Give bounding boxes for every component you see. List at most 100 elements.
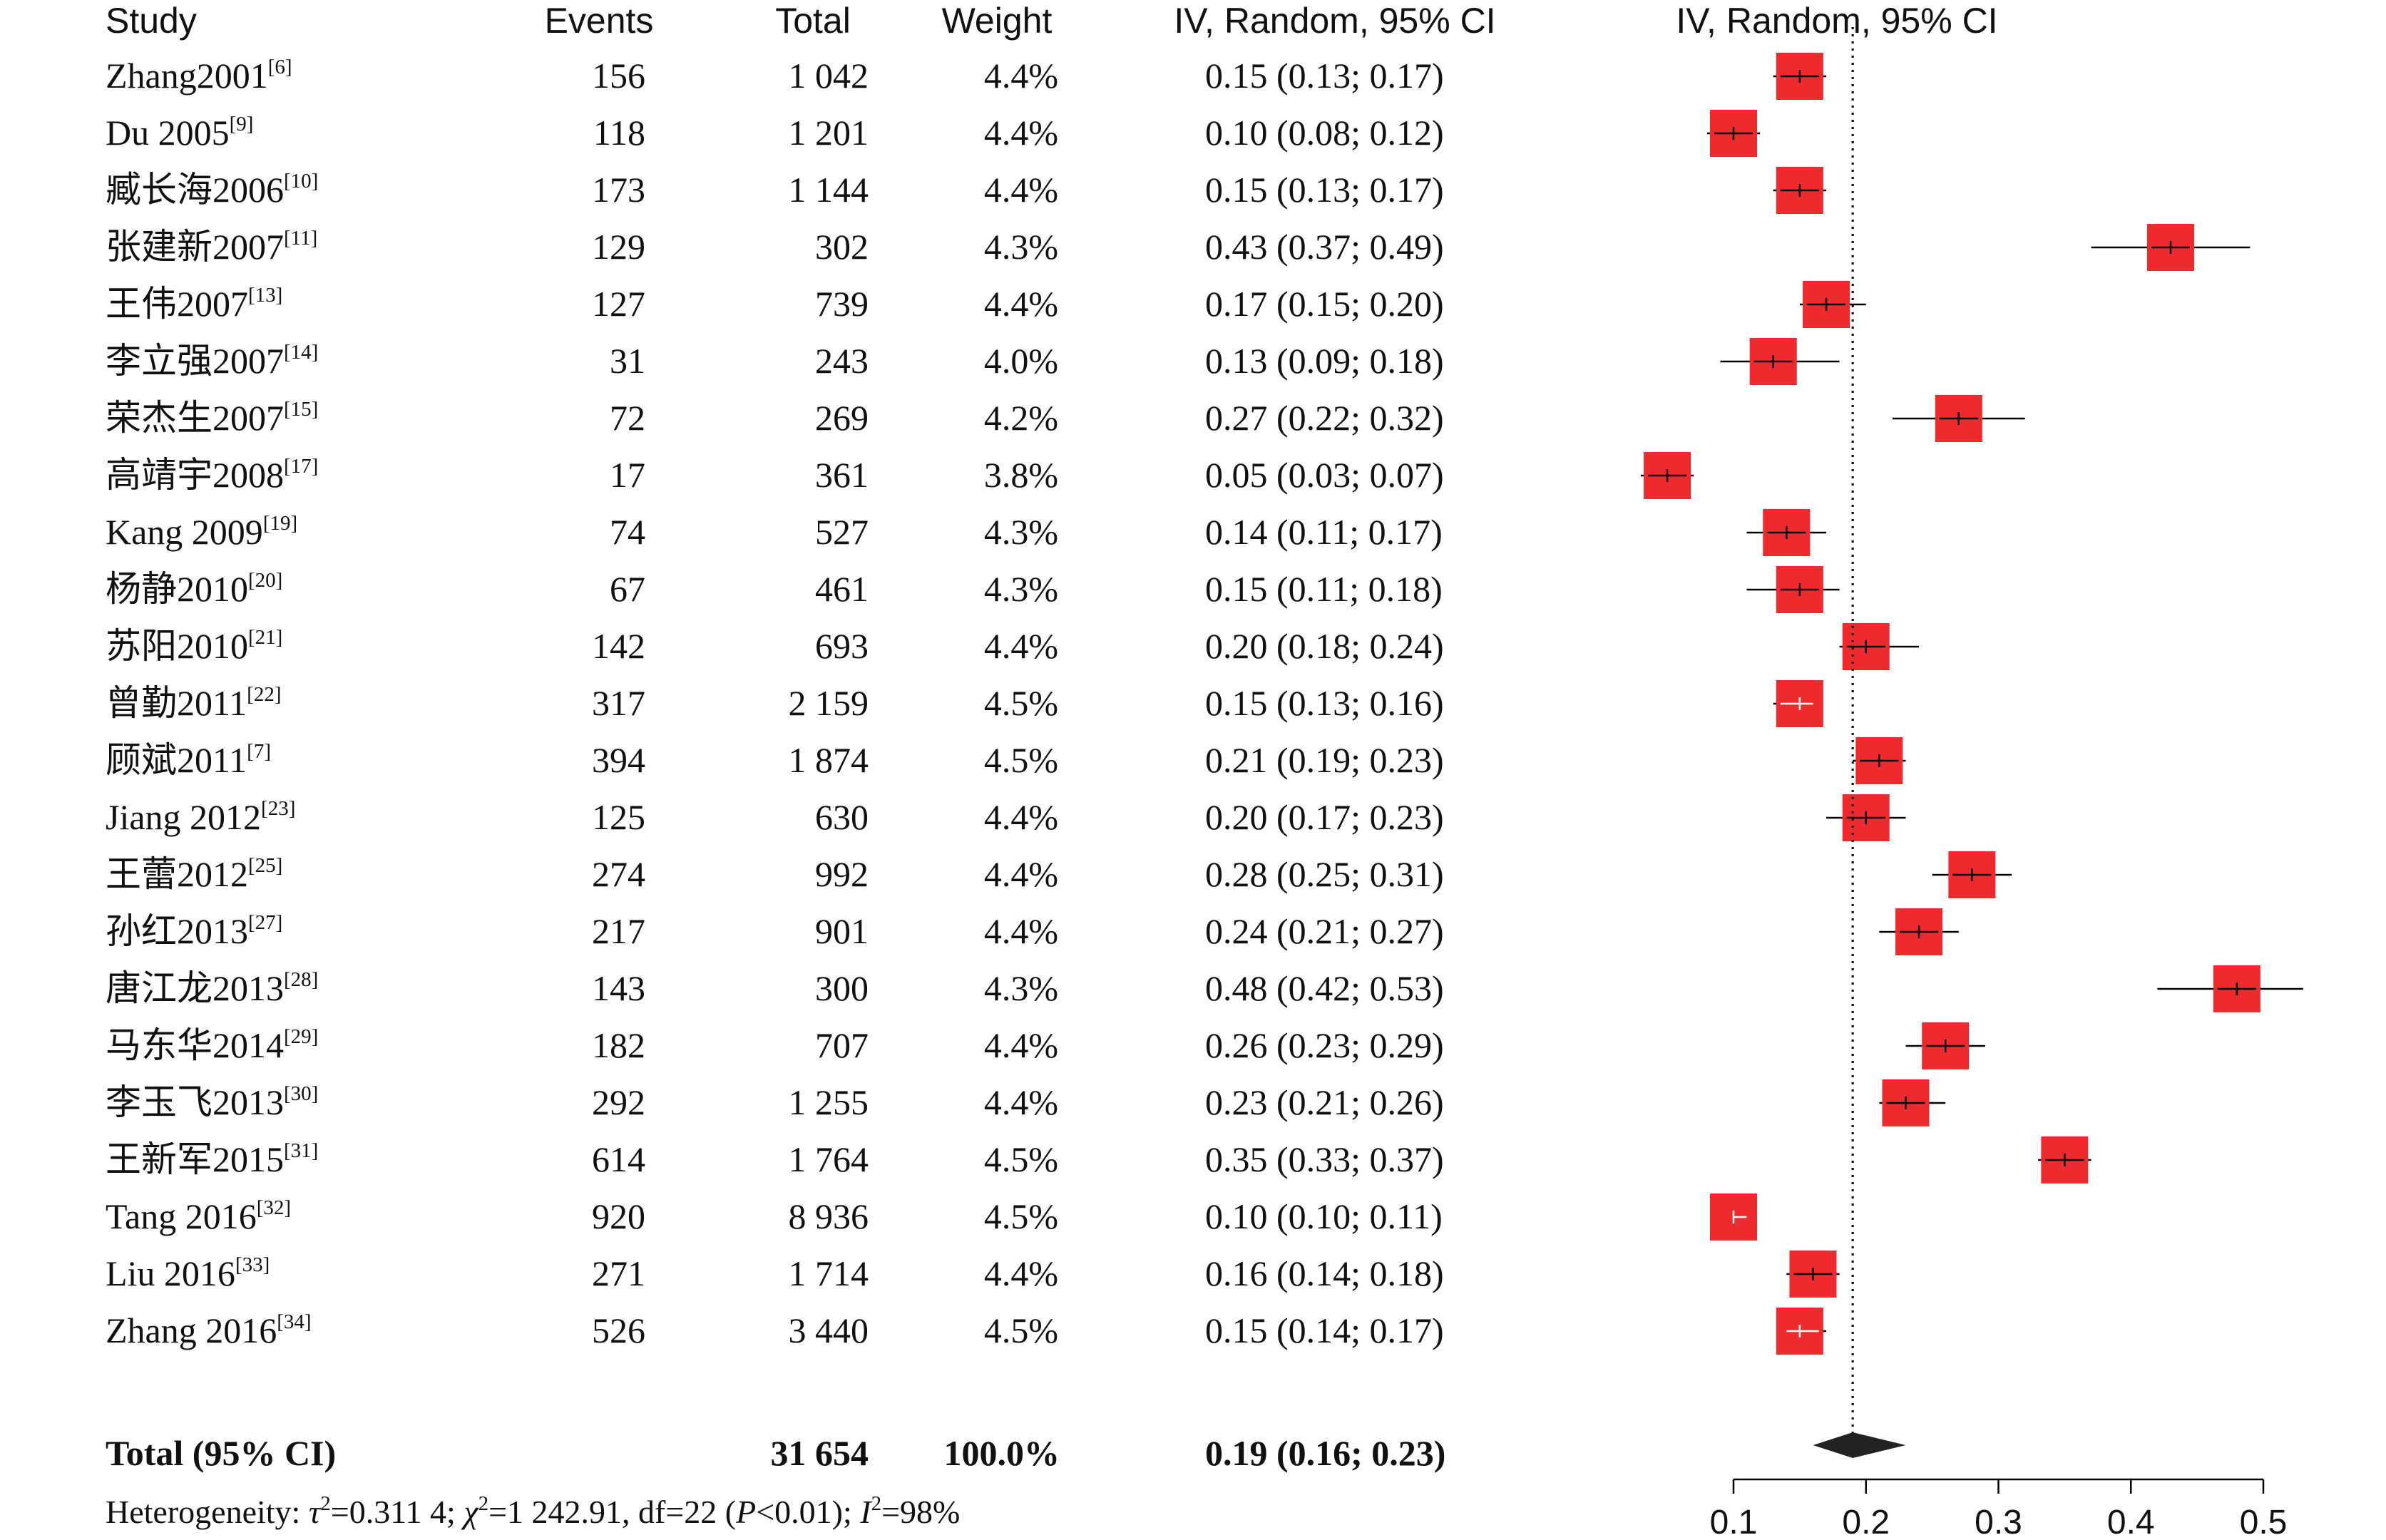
study-marker — [1879, 908, 1959, 955]
study-events: 182 — [592, 1025, 645, 1065]
study-ref: [34] — [277, 1310, 311, 1333]
study-row: 荣杰生2007[15] 72 269 4.2% 0.27 (0.22; 0.32) — [106, 398, 1444, 438]
study-ci: 0.24 (0.21; 0.27) — [1205, 911, 1444, 951]
study-name: Tang 2016[32] — [106, 1196, 291, 1236]
study-ci: 0.15 (0.13; 0.17) — [1205, 170, 1444, 210]
study-total: 527 — [815, 512, 869, 552]
study-weight: 4.5% — [984, 1196, 1058, 1236]
study-marker — [1879, 1079, 1946, 1126]
x-tick-label: 0.1 — [1710, 1504, 1758, 1540]
study-row: 苏阳2010[21] 142 693 4.4% 0.20 (0.18; 0.24) — [106, 626, 1444, 666]
study-ref: [17] — [284, 455, 318, 478]
study-events: 614 — [592, 1139, 645, 1179]
study-ref: [20] — [248, 569, 282, 592]
study-ref: [23] — [261, 797, 295, 820]
study-weight: 4.4% — [984, 911, 1058, 951]
study-total: 739 — [815, 284, 869, 324]
study-name: 顾斌2011[7] — [106, 740, 271, 780]
study-total: 1 144 — [789, 170, 869, 210]
study-total: 1 042 — [789, 56, 869, 96]
study-name: 臧长海2006[10] — [106, 170, 318, 210]
study-events: 72 — [610, 398, 645, 438]
study-marker — [1720, 338, 1840, 385]
study-events: 173 — [592, 170, 645, 210]
study-row: Kang 2009[19] 74 527 4.3% 0.14 (0.11; 0.17) — [106, 512, 1443, 552]
study-weight: 4.4% — [984, 797, 1058, 837]
summary-diamond — [1813, 1432, 1906, 1458]
study-weight: 4.4% — [984, 1025, 1058, 1065]
study-total: 461 — [815, 569, 869, 609]
study-events: 129 — [592, 227, 645, 267]
study-row: Zhang2001[6] 156 1 042 4.4% 0.15 (0.13; 0.17… — [106, 56, 1444, 96]
study-name: Jiang 2012[23] — [106, 797, 295, 837]
study-name: 杨静2010[20] — [106, 569, 282, 609]
study-ci: 0.13 (0.09; 0.18) — [1205, 341, 1444, 381]
study-name: 王新军2015[31] — [106, 1139, 318, 1179]
study-ref: [27] — [248, 911, 282, 934]
study-marker — [1932, 851, 2012, 898]
summary-total: 31 654 — [771, 1433, 869, 1473]
study-ref: [14] — [284, 341, 318, 364]
study-name: Kang 2009[19] — [106, 512, 297, 552]
study-ci: 0.20 (0.17; 0.23) — [1205, 797, 1444, 837]
study-weight: 4.3% — [984, 512, 1058, 552]
study-row: 马东华2014[29] 182 707 4.4% 0.26 (0.23; 0.29) — [106, 1025, 1444, 1065]
study-ci: 0.14 (0.11; 0.17) — [1205, 512, 1443, 552]
study-events: 156 — [592, 56, 645, 96]
study-row: 张建新2007[11] 129 302 4.3% 0.43 (0.37; 0.49) — [106, 227, 1444, 267]
plot-area: 0.1 0.2 0.3 0.4 0.5 — [1640, 27, 2303, 1540]
study-total: 1 714 — [789, 1253, 869, 1293]
study-name: 孙红2013[27] — [106, 911, 282, 951]
study-events: 118 — [593, 113, 645, 153]
study-weight: 4.5% — [984, 1139, 1058, 1179]
study-events: 17 — [610, 455, 645, 495]
study-name: 荣杰生2007[15] — [106, 398, 318, 438]
study-ref: [19] — [263, 512, 297, 535]
study-ci: 0.26 (0.23; 0.29) — [1205, 1025, 1444, 1065]
study-row: Du 2005[9] 118 1 201 4.4% 0.10 (0.08; 0.12) — [106, 113, 1444, 153]
header-plot: IV, Random, 95% CI — [1676, 1, 1997, 41]
study-events: 74 — [610, 512, 645, 552]
study-events: 217 — [592, 911, 645, 951]
study-name: Zhang2001[6] — [106, 56, 292, 96]
study-weight: 4.4% — [984, 170, 1058, 210]
study-total: 1 201 — [789, 113, 869, 153]
study-row: 唐江龙2013[28] 143 300 4.3% 0.48 (0.42; 0.53) — [106, 968, 1444, 1008]
study-total: 302 — [815, 227, 869, 267]
study-ci: 0.21 (0.19; 0.23) — [1205, 740, 1444, 780]
study-marker — [2091, 224, 2251, 271]
study-events: 127 — [592, 284, 645, 324]
study-row: 王伟2007[13] 127 739 4.4% 0.17 (0.15; 0.20) — [106, 284, 1444, 324]
study-events: 317 — [592, 683, 645, 723]
study-ref: [22] — [247, 683, 281, 706]
study-ci: 0.17 (0.15; 0.20) — [1205, 284, 1444, 324]
study-ci: 0.05 (0.03; 0.07) — [1205, 455, 1444, 495]
study-name: 王蕾2012[25] — [106, 854, 282, 894]
study-events: 143 — [592, 968, 645, 1008]
study-name: Du 2005[9] — [106, 113, 253, 153]
study-total: 361 — [815, 455, 869, 495]
study-ref: [28] — [284, 968, 318, 991]
study-name: 唐江龙2013[28] — [106, 968, 318, 1008]
study-name: 高靖宇2008[17] — [106, 455, 318, 495]
x-tick-label: 0.4 — [2107, 1504, 2155, 1540]
study-row: 李立强2007[14] 31 243 4.0% 0.13 (0.09; 0.18) — [106, 341, 1444, 381]
study-total: 1 874 — [789, 740, 869, 780]
study-total: 269 — [815, 398, 869, 438]
study-marker — [1773, 167, 1827, 214]
study-row: 臧长海2006[10] 173 1 144 4.4% 0.15 (0.13; 0.17) — [106, 170, 1444, 210]
study-marker — [1853, 737, 1906, 784]
study-weight: 4.2% — [984, 398, 1058, 438]
heterogeneity-text: Heterogeneity: τ2=0.311 4; χ2=1 242.91, … — [106, 1492, 960, 1530]
study-marker — [1746, 566, 1840, 613]
header-ci: IV, Random, 95% CI — [1174, 1, 1495, 41]
study-total: 3 440 — [789, 1310, 869, 1350]
study-name: 李立强2007[14] — [106, 341, 318, 381]
study-weight: 4.0% — [984, 341, 1058, 381]
study-total: 2 159 — [789, 683, 869, 723]
study-name: Zhang 2016[34] — [106, 1310, 312, 1350]
study-row: 曾勤2011[22] 317 2 159 4.5% 0.15 (0.13; 0.16) — [106, 683, 1444, 723]
study-total: 707 — [815, 1025, 869, 1065]
study-events: 274 — [592, 854, 645, 894]
